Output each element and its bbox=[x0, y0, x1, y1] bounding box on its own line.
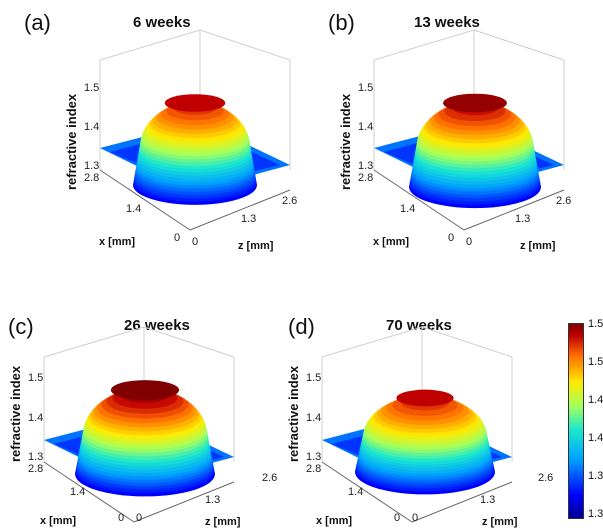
panel-title: 13 weeks bbox=[414, 14, 480, 31]
y-axis-label: z [mm] bbox=[520, 240, 556, 252]
y-axis-line bbox=[463, 189, 565, 231]
z-tick: 1.4 bbox=[358, 121, 374, 133]
panel-title: 70 weeks bbox=[386, 317, 452, 334]
frame-line bbox=[199, 29, 291, 61]
panel-b: (b) 13 weeks refractive index 1.5 1.4 1.… bbox=[270, 0, 572, 262]
y-tick: 0 bbox=[466, 236, 473, 248]
y-tick: 2.6 bbox=[262, 472, 278, 484]
z-tick: 1.4 bbox=[28, 412, 44, 424]
z-tick: 1.3 bbox=[28, 451, 44, 463]
x-tick: 1.4 bbox=[126, 203, 142, 215]
y-tick: 1.3 bbox=[205, 494, 221, 506]
y-tick: 1.3 bbox=[515, 213, 531, 225]
colorbar bbox=[568, 323, 584, 519]
frame-line bbox=[43, 326, 145, 358]
x-axis-line bbox=[43, 461, 135, 523]
z-tick: 1.5 bbox=[358, 82, 374, 94]
y-axis-label: z [mm] bbox=[482, 516, 518, 528]
x-axis-label: x [mm] bbox=[40, 515, 77, 527]
z-tick: 1.3 bbox=[358, 160, 374, 172]
dome-cap bbox=[396, 389, 454, 407]
x-tick: 0 bbox=[394, 512, 401, 524]
y-tick: 2.6 bbox=[538, 472, 554, 484]
z-tick: 1.5 bbox=[28, 372, 44, 384]
frame-line bbox=[421, 326, 513, 358]
panel-title: 6 weeks bbox=[133, 14, 191, 31]
y-tick: 0 bbox=[136, 512, 143, 524]
x-tick: 2.8 bbox=[306, 463, 322, 475]
surface-plot bbox=[99, 29, 291, 231]
y-axis-line bbox=[133, 481, 235, 523]
x-tick: 0 bbox=[118, 512, 125, 524]
z-tick: 1.5 bbox=[306, 372, 322, 384]
x-tick: 1.4 bbox=[348, 486, 364, 498]
frame-line bbox=[473, 29, 565, 61]
colorbar-tick: 1.35 bbox=[588, 470, 603, 482]
colorbar-tick: 1.3 bbox=[588, 508, 603, 520]
y-tick: 1.3 bbox=[241, 213, 257, 225]
z-axis-label: refractive index bbox=[64, 93, 79, 190]
colorbar-tick: 1.55 bbox=[588, 318, 603, 330]
y-tick: 2.6 bbox=[282, 195, 298, 207]
y-tick: 2.6 bbox=[556, 195, 572, 207]
x-axis-line bbox=[373, 169, 465, 231]
x-tick: 1.4 bbox=[70, 486, 86, 498]
panel-label: (c) bbox=[8, 314, 34, 339]
x-axis-line bbox=[99, 169, 191, 231]
frame-line bbox=[321, 326, 423, 358]
surface-plot bbox=[373, 29, 565, 231]
frame-line bbox=[99, 29, 201, 61]
x-tick: 2.8 bbox=[84, 172, 100, 184]
dome-cap bbox=[164, 94, 226, 112]
y-axis-line bbox=[189, 189, 291, 231]
panel-c: (c) 26 weeks refractive index 1.5 1.4 1.… bbox=[0, 262, 300, 528]
z-axis-label: refractive index bbox=[286, 365, 301, 462]
y-tick: 1.3 bbox=[480, 494, 496, 506]
panel-label: (a) bbox=[24, 10, 51, 35]
colorbar-tick: 1.5 bbox=[588, 356, 603, 368]
colorbar-tick: 1.45 bbox=[588, 394, 603, 406]
z-tick: 1.3 bbox=[84, 160, 100, 172]
surface-plot bbox=[321, 326, 513, 523]
x-axis-label: x [mm] bbox=[99, 236, 136, 248]
z-tick: 1.3 bbox=[306, 451, 322, 463]
frame-line bbox=[373, 29, 475, 61]
y-axis-line bbox=[411, 481, 513, 523]
y-axis-label: z [mm] bbox=[238, 240, 274, 252]
panel-d: (d) 70 weeks refractive index 1.5 1.4 1.… bbox=[270, 262, 570, 528]
panel-label: (d) bbox=[288, 314, 315, 339]
y-tick: 0 bbox=[192, 236, 199, 248]
x-axis-label: x [mm] bbox=[373, 236, 410, 248]
z-tick: 1.4 bbox=[84, 121, 100, 133]
dome-cap bbox=[443, 93, 507, 113]
x-axis-line bbox=[321, 461, 413, 523]
x-tick: 2.8 bbox=[28, 463, 44, 475]
x-tick: 1.4 bbox=[400, 203, 416, 215]
panel-label: (b) bbox=[328, 10, 355, 35]
x-tick: 2.8 bbox=[358, 172, 374, 184]
z-axis-label: refractive index bbox=[8, 365, 23, 462]
panel-title: 26 weeks bbox=[124, 317, 190, 334]
x-tick: 0 bbox=[448, 232, 455, 244]
frame-line bbox=[143, 326, 235, 358]
surface-plot bbox=[43, 326, 235, 523]
z-axis-label: refractive index bbox=[338, 93, 353, 190]
x-axis-label: x [mm] bbox=[316, 515, 353, 527]
z-tick: 1.5 bbox=[84, 82, 100, 94]
y-axis-label: z [mm] bbox=[205, 516, 241, 528]
x-tick: 0 bbox=[174, 232, 181, 244]
colorbar-tick: 1.4 bbox=[588, 432, 603, 444]
z-tick: 1.4 bbox=[306, 412, 322, 424]
y-tick: 0 bbox=[412, 512, 419, 524]
panel-a: (a) 6 weeks refractive index 1.5 1.4 1.3… bbox=[0, 0, 300, 262]
dome-cap bbox=[110, 380, 180, 400]
